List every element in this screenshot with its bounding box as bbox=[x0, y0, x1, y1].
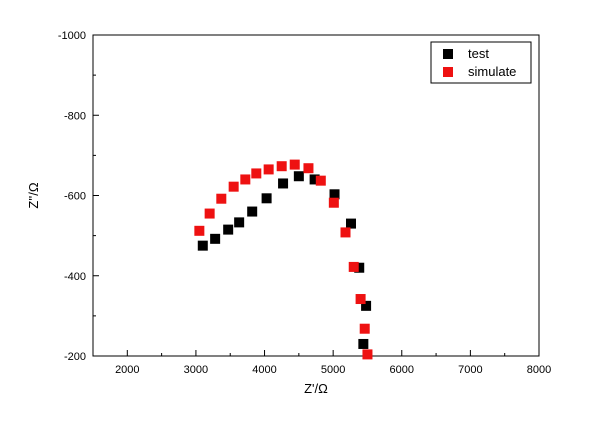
simulate-point bbox=[289, 159, 300, 170]
legend-marker-simulate bbox=[443, 67, 453, 77]
simulate-point bbox=[228, 181, 239, 192]
x-tick-label: 3000 bbox=[184, 364, 208, 376]
y-tick-label: -1000 bbox=[58, 30, 86, 42]
simulate-point bbox=[355, 294, 366, 305]
test-point bbox=[210, 233, 221, 244]
x-axis-ticks: 2000 3000 4000 5000 6000 7000 8000 bbox=[92, 350, 551, 376]
simulate-point bbox=[216, 193, 227, 204]
test-point bbox=[358, 338, 369, 349]
test-point bbox=[293, 171, 304, 182]
y-axis-ticks: -1000 -800 -600 -400 -200 bbox=[58, 30, 99, 363]
test-point bbox=[309, 174, 320, 185]
test-point bbox=[361, 300, 372, 311]
x-tick-label: 7000 bbox=[458, 364, 482, 376]
test-point bbox=[197, 240, 208, 251]
simulate-point bbox=[359, 323, 370, 334]
simulate-point bbox=[240, 174, 251, 185]
test-point bbox=[345, 218, 356, 229]
simulate-point bbox=[348, 261, 359, 272]
x-tick-label: 5000 bbox=[321, 364, 345, 376]
simulate-point bbox=[315, 175, 326, 186]
y-tick-label: -800 bbox=[64, 110, 86, 122]
legend-marker-test bbox=[443, 49, 453, 59]
test-point bbox=[234, 217, 245, 228]
test-point bbox=[261, 193, 272, 204]
y-axis-title: Z''/Ω bbox=[26, 182, 41, 209]
simulate-point bbox=[328, 197, 339, 208]
legend-label-simulate: simulate bbox=[468, 64, 516, 79]
simulate-point bbox=[340, 227, 351, 238]
simulate-point bbox=[303, 163, 314, 174]
simulate-point bbox=[263, 164, 274, 175]
simulate-point bbox=[362, 349, 373, 360]
test-point bbox=[223, 224, 234, 235]
x-axis-title: Z'/Ω bbox=[304, 381, 328, 396]
test-point bbox=[329, 189, 340, 200]
x-tick-label: 8000 bbox=[527, 364, 551, 376]
simulate-point bbox=[276, 161, 287, 172]
data-points bbox=[194, 159, 373, 360]
x-tick-label: 4000 bbox=[252, 364, 276, 376]
x-tick-label: 6000 bbox=[390, 364, 414, 376]
simulate-point bbox=[251, 168, 262, 179]
y-tick-label: -200 bbox=[64, 351, 86, 363]
y-tick-label: -600 bbox=[64, 191, 86, 203]
test-point bbox=[247, 206, 258, 217]
test-point bbox=[278, 178, 289, 189]
x-tick-label: 2000 bbox=[115, 364, 139, 376]
legend-label-test: test bbox=[468, 46, 489, 61]
legend: test simulate bbox=[430, 41, 532, 84]
simulate-point bbox=[204, 208, 215, 219]
test-point bbox=[354, 262, 365, 273]
y-tick-label: -400 bbox=[64, 271, 86, 283]
simulate-point bbox=[194, 225, 205, 236]
